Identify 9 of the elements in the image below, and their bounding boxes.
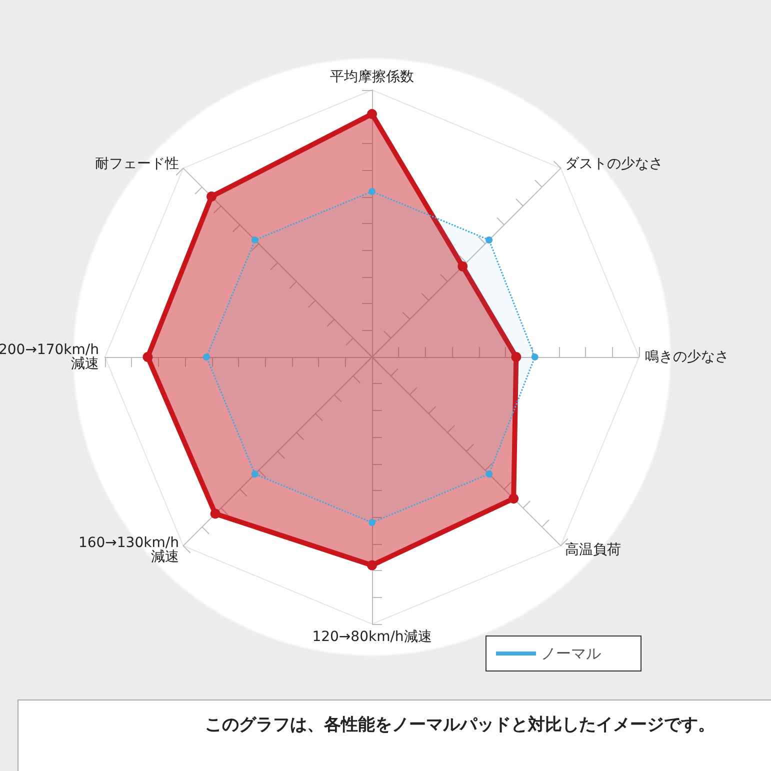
spoke-label: 高温負荷 [565, 542, 622, 558]
legend-label: ノーマル [541, 644, 601, 662]
text: このグラフは、各性能をノーマルパッドと対比したイメージです。 [205, 715, 715, 735]
spoke-label: 平均摩擦係数 [330, 69, 414, 85]
spoke-label: 160→130km/h 減速 [78, 535, 179, 566]
spoke-label: ダストの少なさ [565, 156, 664, 172]
spoke-label: 耐フェード性 [94, 156, 179, 172]
spoke-label: 鳴きの少なさ [645, 349, 729, 365]
spoke-label: 120→80km/h減速 [312, 629, 432, 645]
